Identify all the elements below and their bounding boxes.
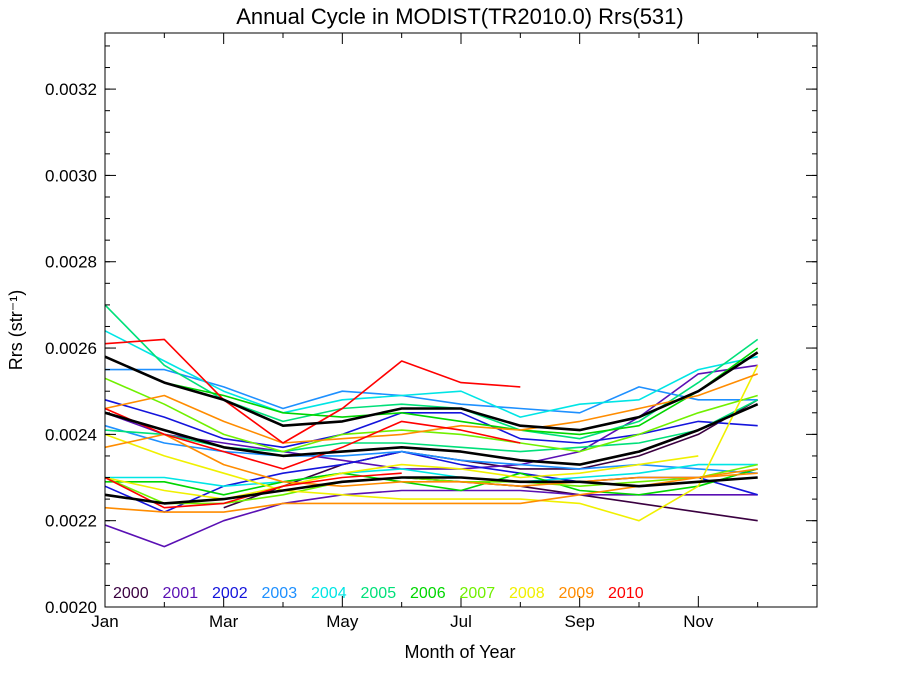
y-tick-label-3: 0.0026 [45,339,97,358]
series-line-9 [104,330,758,418]
y-tick-label-0: 0.0020 [45,598,97,617]
x-tick-label-1: Mar [209,612,239,631]
legend-entry-2005: 2005 [361,585,397,602]
legend-entry-2006: 2006 [410,585,446,602]
series-line-2 [223,399,759,509]
series-line-23 [104,407,521,470]
series-line-19 [104,373,758,444]
series-layer [104,304,759,548]
y-tick-label-5: 0.0030 [45,166,97,185]
y-tick-label-4: 0.0028 [45,253,97,272]
legend: 2000 2001 2002 2003 2004 2005 2006 2007 2008 2009… [113,585,644,602]
series-line-15 [104,377,758,453]
series-line-7 [105,368,758,414]
x-tick-label-3: Jul [450,612,472,631]
series-line-13 [104,347,759,436]
plot-frame [104,32,818,608]
series-line-14 [105,468,758,496]
x-axis-label: Month of Year [404,642,515,662]
y-tick-label-6: 0.0032 [45,80,97,99]
legend-entry-2009: 2009 [559,585,595,602]
series-line-4 [104,364,758,470]
series-line-8 [104,424,758,474]
y-axis-label: Rrs (str⁻¹) [6,290,26,370]
y-tick-label-1: 0.0022 [45,512,97,531]
series-line-3 [104,489,758,548]
legend-entry-2002: 2002 [212,585,248,602]
legend-entry-2004: 2004 [311,585,347,602]
series-line-10 [105,463,758,488]
series-line-20 [104,433,758,488]
legend-entry-2010: 2010 [608,585,644,602]
series-line-27 [104,476,758,505]
legend-entry-2008: 2008 [509,585,545,602]
y-tick-label-2: 0.0024 [45,425,97,444]
x-tick-label-0: Jan [91,612,118,631]
x-tick-label-5: Nov [683,612,714,631]
chart-title: Annual Cycle in MODIST(TR2010.0) Rrs(531… [236,4,683,29]
series-line-6 [104,399,758,449]
series-line-25 [104,351,759,432]
legend-entry-2000: 2000 [113,585,149,602]
series-line-18 [104,455,699,500]
legend-entry-2001: 2001 [163,585,199,602]
series-line-22 [104,338,521,444]
legend-entry-2007: 2007 [460,585,496,602]
x-tick-label-2: May [326,612,359,631]
x-tick-label-4: Sep [565,612,595,631]
series-line-26 [104,403,759,466]
axes-layer: 0.0020 0.0022 0.0024 0.0026 0.0028 0.0030 0.00… [45,32,818,631]
series-line-17 [104,364,759,522]
legend-entry-2003: 2003 [262,585,298,602]
